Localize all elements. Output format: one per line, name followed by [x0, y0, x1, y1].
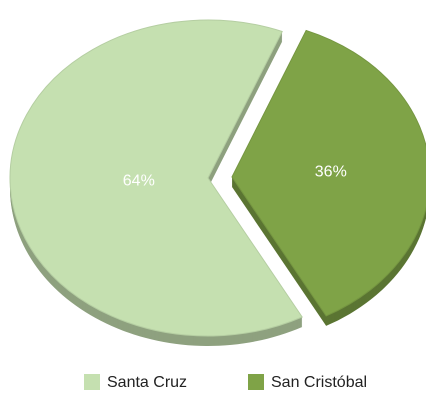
legend-label: Santa Cruz [107, 374, 187, 391]
legend-swatch [84, 374, 100, 390]
slice [9, 19, 303, 337]
legend: Santa Cruz San Cristóbal [84, 374, 367, 391]
data-label: 36% [315, 164, 347, 181]
pie: 64% 36% [9, 19, 426, 346]
legend-label: San Cristóbal [271, 374, 367, 391]
slice [231, 29, 426, 317]
legend-swatch [248, 374, 264, 390]
data-label: 64% [123, 172, 155, 189]
